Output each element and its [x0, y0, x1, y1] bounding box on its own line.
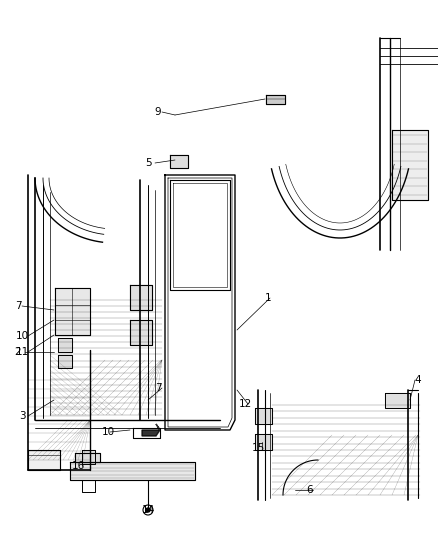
Polygon shape: [255, 408, 272, 424]
Polygon shape: [70, 462, 195, 480]
Polygon shape: [266, 95, 285, 104]
Text: 11: 11: [15, 347, 28, 357]
Polygon shape: [75, 453, 100, 462]
Text: 10: 10: [15, 331, 28, 341]
Text: 15: 15: [251, 443, 265, 453]
Polygon shape: [28, 450, 60, 470]
Text: 10: 10: [102, 427, 115, 437]
Text: 5: 5: [145, 158, 151, 168]
Polygon shape: [82, 450, 95, 464]
Text: 7: 7: [15, 301, 21, 311]
Polygon shape: [130, 285, 152, 310]
Text: 12: 12: [238, 399, 251, 409]
Polygon shape: [58, 338, 72, 352]
Text: 16: 16: [71, 461, 85, 471]
Polygon shape: [55, 288, 90, 335]
Text: 7: 7: [155, 383, 161, 393]
Text: 2: 2: [15, 347, 21, 357]
Text: 3: 3: [19, 411, 25, 421]
Polygon shape: [170, 155, 188, 168]
Polygon shape: [58, 355, 72, 368]
Text: 4: 4: [415, 375, 421, 385]
Polygon shape: [255, 434, 272, 450]
Text: 9: 9: [155, 107, 161, 117]
Polygon shape: [385, 393, 410, 408]
Text: 14: 14: [141, 505, 155, 515]
Text: 6: 6: [307, 485, 313, 495]
Text: 1: 1: [265, 293, 271, 303]
Polygon shape: [130, 320, 152, 345]
Polygon shape: [392, 130, 428, 200]
Circle shape: [146, 508, 150, 512]
Polygon shape: [142, 424, 160, 436]
